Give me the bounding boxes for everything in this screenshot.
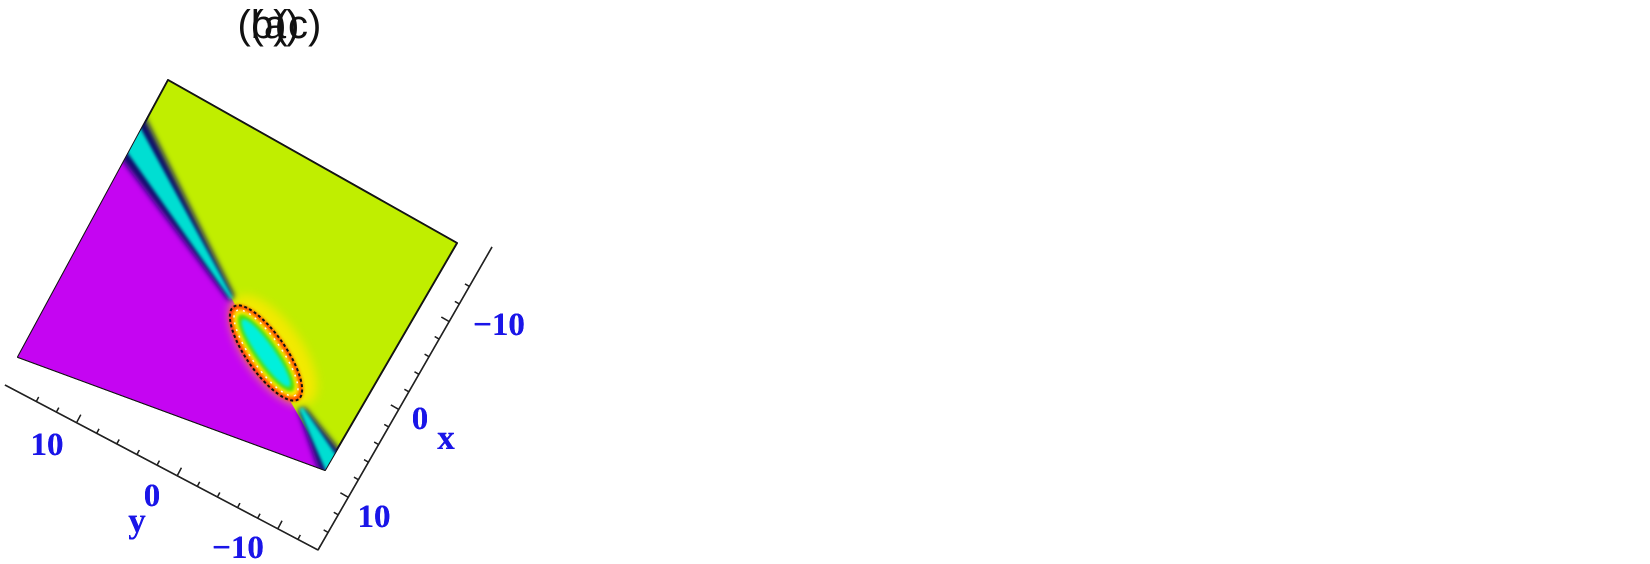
panel-label: (c) <box>275 3 322 47</box>
x-axis-ticks <box>323 283 470 533</box>
panel-label: (b) <box>238 3 287 47</box>
y-tick-10: 10 <box>31 427 64 463</box>
x-tick-0: 0 <box>412 401 429 437</box>
x-tick-10: 10 <box>358 499 391 535</box>
surface-plot-c: (c) <box>4 3 525 564</box>
x-tick-10: 10 <box>358 499 391 535</box>
surface-sheet-lower <box>18 135 340 470</box>
y-tick-m10: −10 <box>212 530 264 564</box>
y-tick-10: 10 <box>31 427 64 463</box>
x-axis-label: x <box>437 418 455 457</box>
y-axis-line <box>4 384 319 551</box>
y-axis-label: y <box>128 501 146 540</box>
peak-white-speckles <box>233 309 299 397</box>
x-axis-line <box>317 246 493 551</box>
rogue-wave-ellipse <box>228 295 317 405</box>
panel-c: (c) <box>0 0 550 564</box>
panel-label: (a) <box>251 3 300 47</box>
x-tick-m10: −10 <box>473 307 525 343</box>
soliton-stripe-lower-core <box>299 407 363 470</box>
x-tick-m10: −10 <box>473 307 525 343</box>
soliton-stripe-upper-core <box>113 118 233 300</box>
x-axis-label: x <box>437 418 455 457</box>
x-tick-10: 10 <box>358 499 391 535</box>
y-tick-m10: −10 <box>212 530 264 564</box>
y-tick-m10: −10 <box>212 530 264 564</box>
y-tick-0: 0 <box>144 478 161 514</box>
y-axis-label: y <box>128 501 146 540</box>
y-tick-10: 10 <box>31 427 64 463</box>
x-tick-0: 0 <box>412 401 429 437</box>
y-axis-label: y <box>128 501 146 540</box>
x-tick-0: 0 <box>412 401 429 437</box>
peak-dotted-contour <box>228 304 304 402</box>
y-tick-0: 0 <box>144 478 161 514</box>
x-axis-label: x <box>437 418 455 457</box>
x-tick-m10: −10 <box>473 307 525 343</box>
y-tick-0: 0 <box>144 478 161 514</box>
